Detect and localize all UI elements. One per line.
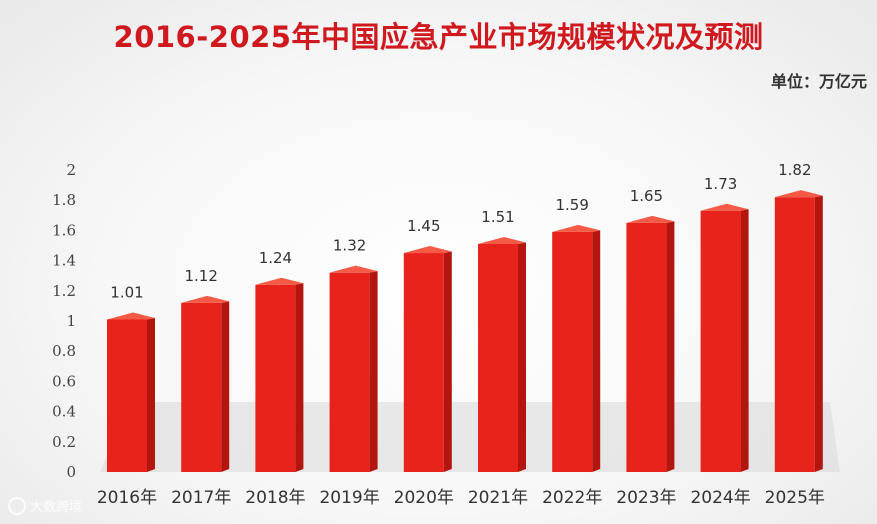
- chart-title: 2016-2025年中国应急产业市场规模状况及预测: [113, 20, 764, 54]
- y-tick-label: 1.8: [52, 191, 76, 209]
- watermark-logo-icon: [8, 496, 26, 515]
- unit-label: 单位：万亿元: [770, 72, 867, 91]
- data-label: 1.65: [630, 187, 663, 205]
- bar-side: [147, 317, 155, 472]
- bar-top: [478, 236, 526, 244]
- bar-top: [403, 246, 452, 254]
- bar-side: [592, 230, 601, 472]
- bar-side: [518, 242, 526, 472]
- data-label: 1.01: [110, 283, 143, 301]
- bar-side: [814, 195, 823, 472]
- bar: [478, 243, 518, 472]
- bar: [107, 319, 147, 472]
- data-label: 1.59: [555, 196, 588, 214]
- y-tick-label: 0.6: [52, 372, 76, 390]
- bar-top: [700, 203, 749, 211]
- x-tick-label: 2016年: [97, 488, 157, 508]
- data-label: 1.82: [778, 161, 811, 179]
- x-tick-label: 2019年: [319, 488, 379, 508]
- bar: [181, 302, 222, 472]
- bar-top: [181, 295, 230, 303]
- bar: [403, 253, 444, 472]
- watermark-text: 大数跨境: [30, 500, 83, 515]
- x-tick-label: 2024年: [690, 488, 750, 508]
- bar-top: [329, 265, 378, 273]
- data-label: 1.24: [259, 249, 292, 267]
- bar: [700, 210, 741, 472]
- watermark: 大数跨境: [8, 496, 82, 515]
- x-tick-label: 2023年: [616, 488, 676, 508]
- bar-top: [626, 215, 675, 223]
- bar-side: [221, 301, 230, 472]
- bar: [255, 284, 296, 472]
- bar: [774, 197, 815, 472]
- bar-side: [740, 209, 749, 472]
- bar-side: [443, 251, 452, 472]
- data-label: 1.51: [481, 208, 514, 226]
- bar-side: [369, 271, 378, 472]
- bar-top: [255, 277, 304, 285]
- data-label: 1.73: [704, 175, 737, 193]
- x-tick-label: 2018年: [245, 488, 305, 508]
- x-tick-label: 2025年: [765, 488, 825, 508]
- y-tick-label: 1.6: [52, 221, 76, 239]
- x-tick-label: 2017年: [171, 488, 231, 508]
- y-tick-label: 2: [66, 161, 76, 179]
- y-tick-label: 1.4: [52, 252, 76, 270]
- x-tick-label: 2021年: [468, 488, 528, 508]
- x-tick-label: 2022年: [542, 488, 602, 508]
- bar: [626, 222, 667, 472]
- data-label: 1.45: [407, 217, 440, 235]
- bar-top: [107, 312, 155, 320]
- data-label: 1.32: [333, 237, 366, 255]
- y-tick-label: 1.2: [52, 282, 76, 300]
- y-tick-label: 0: [66, 463, 76, 481]
- y-tick-label: 0.4: [52, 403, 76, 421]
- data-label: 1.12: [184, 267, 217, 285]
- bar-side: [295, 283, 304, 472]
- x-tick-label: 2020年: [394, 488, 454, 508]
- bar-top: [774, 190, 823, 198]
- y-tick-label: 1: [66, 312, 76, 330]
- y-tick-label: 0.2: [52, 433, 76, 451]
- bar-top: [552, 224, 601, 232]
- bar: [329, 272, 370, 472]
- bar: [552, 231, 593, 472]
- y-tick-label: 0.8: [52, 342, 76, 360]
- bar-side: [666, 221, 675, 472]
